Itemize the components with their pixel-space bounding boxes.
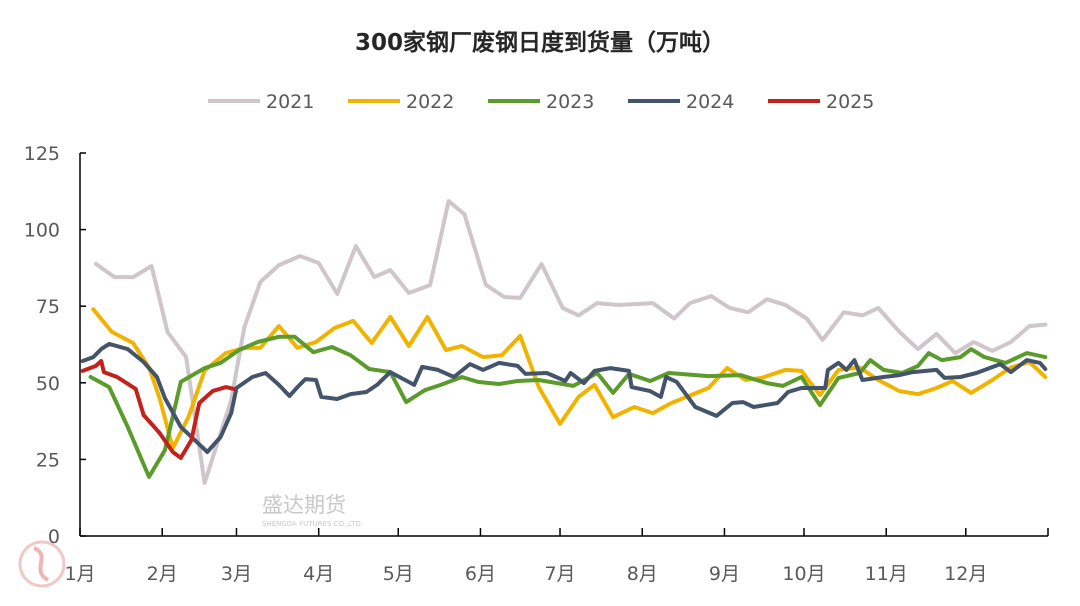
x-tick-label: 6月: [465, 563, 496, 585]
series-line-2025: [80, 359, 236, 460]
y-tick-label: 0: [48, 526, 60, 548]
y-tick-label: 50: [36, 373, 60, 395]
x-tick-label: 2月: [147, 563, 178, 585]
x-tick-label: 5月: [383, 563, 414, 585]
watermark-circle: [18, 540, 66, 588]
x-tick-label: 11月: [865, 563, 908, 585]
watermark-text-en: SHENGDA FUTURES CO.,LTD.: [262, 520, 363, 528]
legend: 2021 2022 2023 2024 2025: [208, 91, 874, 113]
x-tick-label: 8月: [627, 563, 658, 585]
y-tick-label: 125: [24, 143, 60, 165]
series-line-2023: [88, 334, 1048, 479]
x-tick-label: 9月: [709, 563, 740, 585]
legend-label: 2024: [686, 91, 734, 113]
watermark-logo: 盛达期货 SHENGDA FUTURES CO.,LTD.: [18, 493, 363, 588]
watermark-swirl: [32, 546, 50, 582]
series-line-2021: [93, 199, 1048, 485]
series-lines: [80, 199, 1048, 485]
axes: 0 25 50 75 100 125 1月 2月 3月 4月 5月 6月 7月 8月 9月 10月 11月 12月: [24, 143, 1049, 585]
y-tick-label: 100: [24, 220, 60, 242]
chart-title: 300家钢厂废钢日度到货量（万吨）: [355, 29, 725, 56]
series-line-2024: [80, 341, 1048, 454]
legend-label: 2023: [546, 91, 594, 113]
watermark-text-cn: 盛达期货: [262, 493, 346, 517]
legend-label: 2022: [406, 91, 454, 113]
x-tick-label: 7月: [544, 563, 575, 585]
x-tick-label: 10月: [782, 563, 825, 585]
y-tick-label: 25: [36, 449, 60, 471]
legend-label: 2021: [266, 91, 314, 113]
x-tick-label: 1月: [64, 563, 95, 585]
y-tick-label: 75: [36, 296, 60, 318]
x-tick-label: 4月: [303, 563, 334, 585]
x-tick-label: 3月: [221, 563, 252, 585]
legend-label: 2025: [826, 91, 874, 113]
x-tick-label: 12月: [944, 563, 987, 585]
